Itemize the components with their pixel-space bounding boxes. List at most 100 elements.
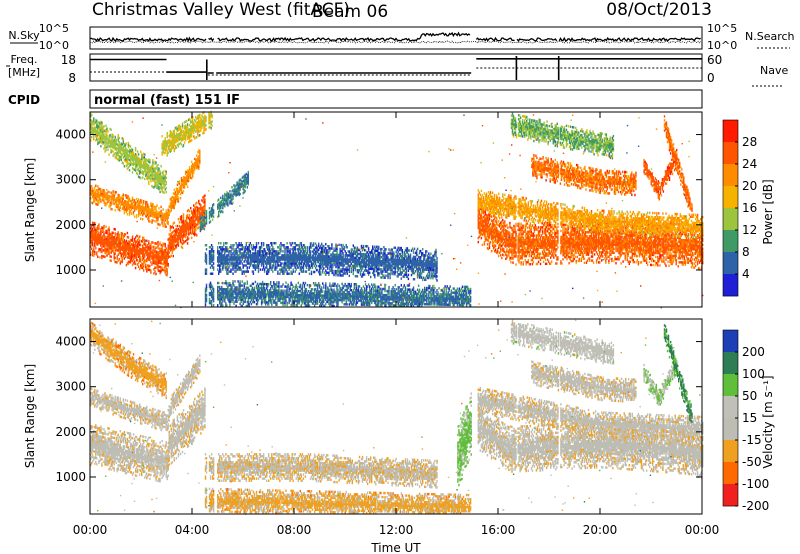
heatmap-cell [224, 252, 226, 255]
heatmap-cell [178, 233, 181, 236]
heatmap-cell [143, 261, 145, 264]
heatmap-cell [253, 254, 256, 257]
heatmap-cell [199, 119, 201, 123]
heatmap-cell [157, 171, 159, 174]
heatmap-cell [95, 236, 97, 240]
heatmap-cell [172, 240, 175, 244]
heatmap-cell [218, 258, 220, 261]
heatmap-cell [202, 111, 204, 115]
heatmap-cell [276, 258, 278, 261]
heatmap-cell [234, 262, 236, 265]
heatmap-cell [325, 255, 327, 258]
heatmap-cell [218, 254, 220, 257]
heatmap-cell [136, 160, 139, 164]
heatmap-cell [114, 201, 116, 204]
heatmap-cell [319, 246, 321, 250]
heatmap-cell [218, 204, 220, 208]
heatmap-cell [188, 222, 191, 225]
heatmap-cell [181, 238, 184, 242]
heatmap-cell [195, 202, 197, 205]
heatmap-cell [217, 264, 219, 267]
heatmap-cell [182, 219, 185, 222]
heatmap-cell [247, 173, 250, 176]
heatmap-cell [208, 256, 211, 259]
heatmap-cell [319, 252, 321, 256]
heatmap-cell [332, 259, 334, 263]
heatmap-cell [130, 212, 133, 215]
heatmap-cell [132, 163, 135, 167]
heatmap-cell [137, 251, 140, 254]
heatmap-cell [173, 141, 176, 145]
heatmap-cell [243, 272, 245, 275]
heatmap-cell [115, 246, 117, 250]
heatmap-cell [210, 123, 212, 126]
heatmap-cell [118, 206, 121, 209]
heatmap-cell [223, 254, 225, 257]
heatmap-cell [196, 217, 198, 221]
heatmap-cell [178, 231, 181, 234]
heatmap-cell [224, 202, 226, 206]
heatmap-cell [194, 161, 196, 165]
heatmap-cell [162, 208, 164, 211]
heatmap-cell [130, 253, 133, 256]
heatmap-cell [172, 226, 175, 229]
freq-unit-label: [MHz] [8, 66, 40, 79]
heatmap-cell [343, 264, 345, 267]
heatmap-cell [205, 262, 208, 265]
heatmap-cell [107, 196, 109, 200]
heatmap-cell [291, 254, 293, 257]
heatmap-cell [251, 256, 254, 259]
heatmap-cell [200, 224, 203, 228]
heatmap-cell [131, 239, 134, 242]
heatmap-cell [193, 226, 195, 230]
heatmap-cell [91, 235, 93, 238]
heatmap-cell [338, 266, 340, 269]
heatmap-cell [166, 251, 168, 255]
heatmap-cell [225, 266, 227, 269]
heatmap-cell [230, 201, 232, 204]
heatmap-cell [125, 210, 128, 214]
heatmap-cell [160, 266, 162, 269]
heatmap-cell [150, 251, 152, 254]
heatmap-cell [245, 252, 248, 255]
heatmap-cell [150, 271, 152, 274]
heatmap-cell [114, 232, 116, 235]
heatmap-cell [346, 246, 348, 249]
heatmap-cell [131, 247, 134, 251]
frequency-panel: Freq. [MHz] 18 8 60 0 Nave [6, 53, 788, 87]
heatmap-cell [96, 135, 98, 139]
heatmap-cell [220, 260, 222, 263]
heatmap-cell [124, 208, 127, 211]
heatmap-cell [110, 241, 112, 244]
heatmap-cell [136, 238, 139, 242]
heatmap-cell [292, 254, 294, 257]
heatmap-cell [149, 175, 151, 178]
heatmap-cell [155, 266, 157, 270]
heatmap-cell [145, 208, 147, 212]
heatmap-cell [162, 242, 164, 245]
heatmap-cell [182, 144, 185, 147]
heatmap-cell [267, 248, 269, 251]
heatmap-cell [91, 233, 93, 236]
heatmap-cell [137, 198, 140, 201]
heatmap-cell [246, 182, 249, 185]
heatmap-cell [236, 254, 238, 257]
heatmap-cell [165, 170, 167, 174]
heatmap-cell [186, 137, 189, 140]
heatmap-cell [142, 264, 144, 268]
heatmap-cell [333, 273, 335, 277]
heatmap-cell [170, 226, 173, 229]
heatmap-cell [155, 210, 157, 213]
heatmap-cell [159, 259, 161, 263]
heatmap-cell [278, 260, 280, 263]
heatmap-cell [158, 251, 160, 254]
heatmap-cell [242, 256, 244, 259]
heatmap-cell [114, 190, 116, 194]
heatmap-cell [170, 203, 173, 206]
heatmap-cell [112, 243, 114, 247]
heatmap-cell [304, 264, 307, 267]
heatmap-cell [135, 157, 138, 161]
heatmap-cell [199, 223, 202, 227]
heatmap-cell [186, 228, 189, 231]
heatmap-cell [151, 263, 153, 266]
